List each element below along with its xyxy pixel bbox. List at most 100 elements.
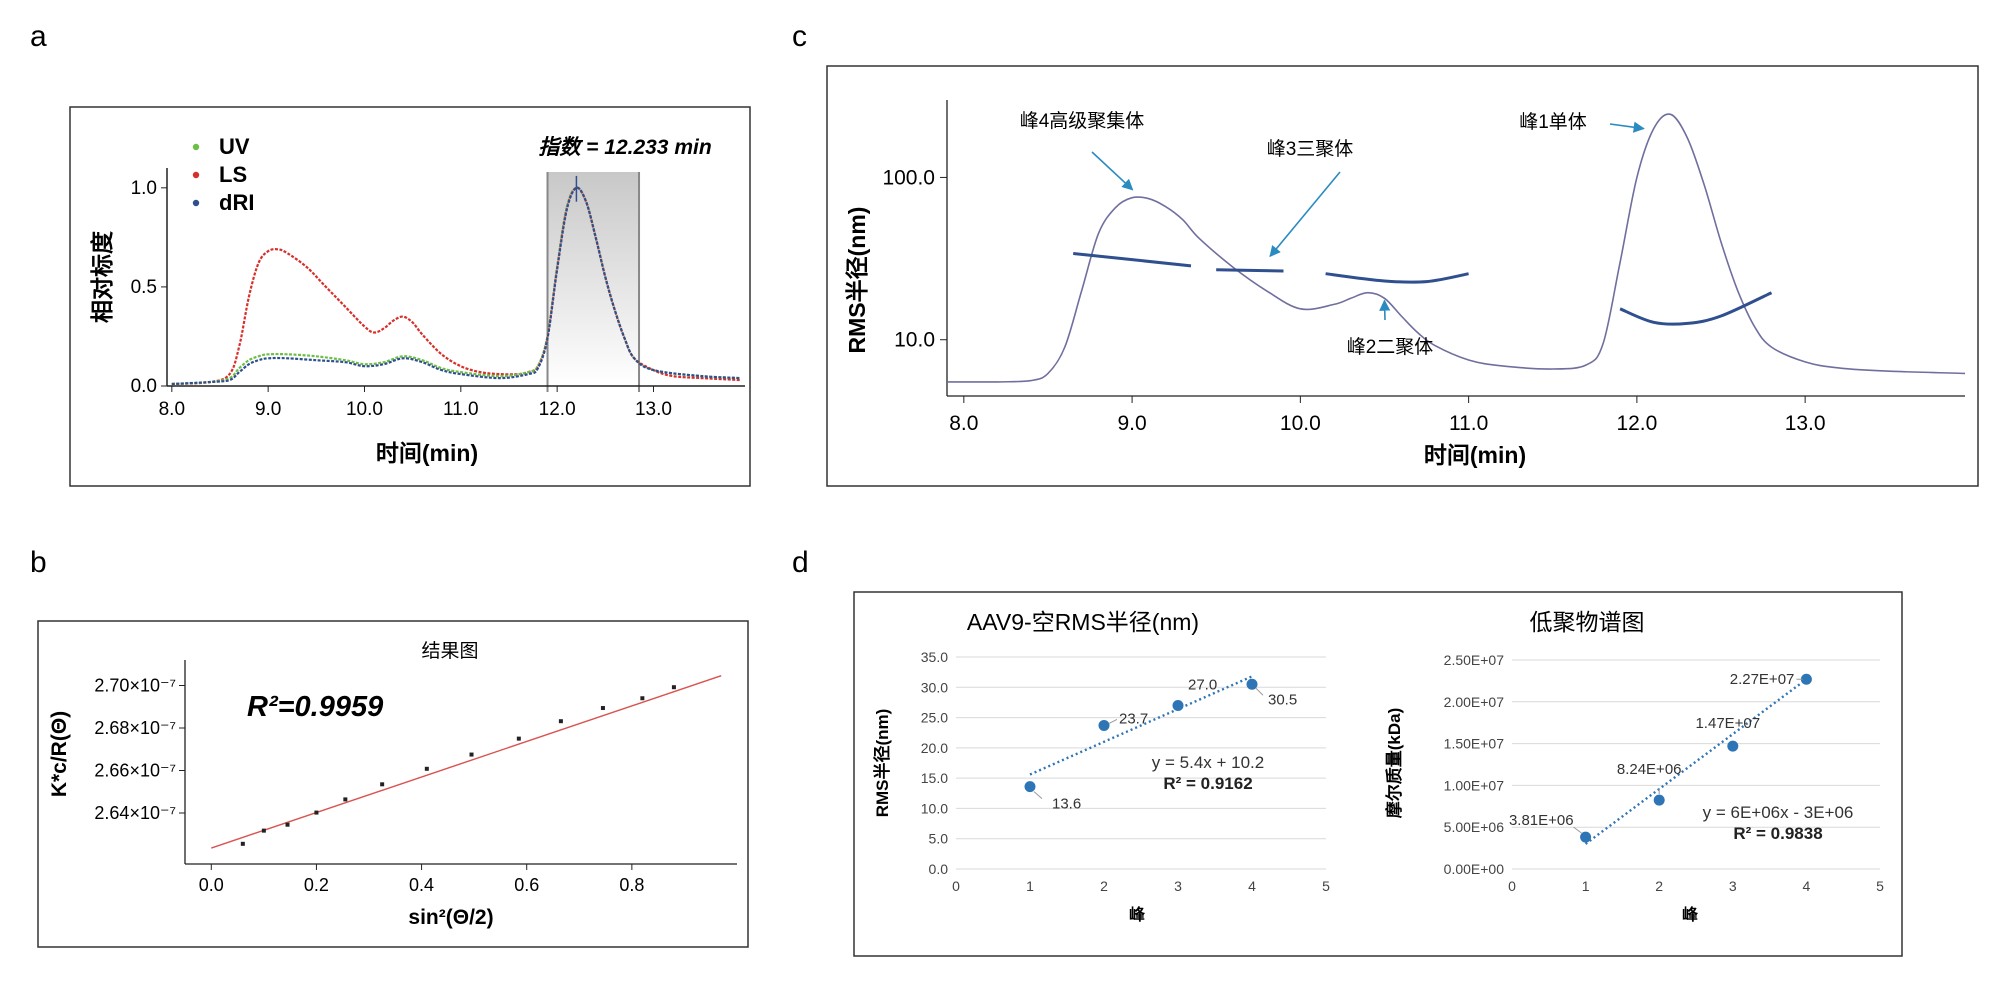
x-tick-label: 2 bbox=[1655, 878, 1663, 894]
x-tick-label: 5 bbox=[1876, 878, 1884, 894]
peak-arrow bbox=[1609, 121, 1645, 133]
data-point bbox=[600, 706, 605, 711]
y-axis-label-d2: 摩尔质量(kDa) bbox=[1384, 708, 1404, 819]
peak-label: 峰4高级聚集体 bbox=[1020, 110, 1145, 132]
y-tick-label: 25.0 bbox=[921, 710, 948, 726]
y-tick-label: 15.0 bbox=[921, 770, 948, 786]
data-point bbox=[1024, 781, 1036, 793]
y-axis-label-a: 相对标度 bbox=[89, 230, 115, 323]
data-label: 30.5 bbox=[1268, 691, 1297, 708]
chart-a: 8.0 9.0 10.0 11.0 12.0 13.00.00.51.0 UVLSdRI … bbox=[89, 134, 745, 466]
data-label: 2.27E+07 bbox=[1730, 671, 1795, 688]
data-point bbox=[558, 719, 563, 724]
legend-label-dri: dRI bbox=[219, 190, 254, 215]
x-tick-label-b: 0.0 bbox=[199, 875, 224, 895]
x-tick-label: 0 bbox=[1508, 878, 1516, 894]
trendline bbox=[1584, 678, 1808, 845]
x-tick-label-a: 13.0 bbox=[635, 399, 672, 420]
trendline bbox=[1029, 675, 1253, 776]
x-tick-label: 3 bbox=[1174, 878, 1182, 894]
highlight-band bbox=[547, 172, 640, 386]
x-tick-label-c: 12.0 bbox=[1616, 412, 1657, 435]
x-tick-label-a: 11.0 bbox=[443, 399, 479, 420]
legend-a: UV LS dRI bbox=[192, 134, 254, 215]
rms-radius-segment bbox=[1073, 252, 1192, 268]
panel-a-frame bbox=[69, 106, 751, 487]
x-axis-label-c: 时间(min) bbox=[1424, 442, 1526, 468]
data-label: 1.47E+07 bbox=[1695, 715, 1760, 732]
y-tick-label: 1.50E+07 bbox=[1444, 736, 1505, 752]
x-tick-label: 0 bbox=[952, 878, 960, 894]
legend-marker-ls bbox=[192, 171, 200, 179]
y-tick-label: 5.00E+06 bbox=[1444, 819, 1505, 835]
peak-label: 峰2二聚体 bbox=[1347, 336, 1434, 358]
data-point bbox=[1098, 719, 1110, 731]
label-leader bbox=[1255, 687, 1264, 696]
y-tick-label-c: 100.0 bbox=[882, 166, 935, 189]
elution-trace-line bbox=[946, 113, 1966, 383]
rms-radius-segment bbox=[1216, 268, 1284, 273]
rms-radius-segment bbox=[1619, 291, 1773, 326]
data-point bbox=[640, 696, 645, 701]
panel-letter-d: d bbox=[792, 546, 809, 579]
x-axis-label-b: sin²(Θ/2) bbox=[408, 906, 493, 929]
highlight-region bbox=[546, 172, 641, 392]
data-point bbox=[1727, 740, 1739, 752]
chart-b: 结果图 R²=0.9959 0.0 0.2 0.4 0.6 0.8 2.64×10⁻⁷ 2.… bbox=[48, 640, 737, 929]
y-tick-label-b: 2.64×10⁻⁷ bbox=[94, 803, 176, 823]
data-point bbox=[516, 736, 521, 741]
label-leader bbox=[1108, 718, 1118, 724]
series-dri-line bbox=[171, 186, 741, 386]
r2-annotation: R²=0.9959 bbox=[247, 691, 383, 723]
y-tick-label: 20.0 bbox=[921, 740, 948, 756]
data-point bbox=[1580, 831, 1592, 843]
x-tick-label-c: 10.0 bbox=[1280, 412, 1321, 435]
peak-arrow bbox=[1091, 151, 1134, 191]
legend-marker-uv bbox=[192, 143, 200, 151]
y-tick-label-b: 2.68×10⁻⁷ bbox=[94, 718, 176, 738]
y-tick-label-a: 1.0 bbox=[131, 178, 157, 199]
chart-d-rms: AAV9-空RMS半径(nm) 0.05.010.015.020.025.030… bbox=[872, 609, 1330, 924]
panel-letter-c: c bbox=[792, 20, 807, 53]
y-tick-label-a: 0.0 bbox=[131, 376, 157, 397]
y-axis-label-d1: RMS半径(nm) bbox=[872, 709, 892, 818]
chart-a-axes: 8.0 9.0 10.0 11.0 12.0 13.0 0.0 0.5 1.0 bbox=[131, 168, 745, 420]
chart-d-rms-title: AAV9-空RMS半径(nm) bbox=[967, 609, 1199, 635]
data-point bbox=[469, 752, 474, 757]
panel-letter-a: a bbox=[30, 20, 47, 53]
peak-arrow bbox=[1379, 299, 1391, 321]
y-tick-label: 35.0 bbox=[921, 649, 948, 665]
x-tick-label-c: 11.0 bbox=[1449, 412, 1488, 435]
x-tick-label: 2 bbox=[1100, 878, 1108, 894]
y-axis-label-c: RMS半径(nm) bbox=[844, 207, 870, 354]
x-tick-label-b: 0.6 bbox=[514, 875, 539, 895]
data-point bbox=[671, 685, 676, 690]
chart-b-axes: 0.0 0.2 0.4 0.6 0.8 2.64×10⁻⁷ 2.66×10⁻⁷ 2.68×10… bbox=[94, 660, 737, 895]
y-tick-label: 10.0 bbox=[921, 800, 948, 816]
x-tick-label-b: 0.2 bbox=[304, 875, 329, 895]
data-point bbox=[1246, 678, 1258, 690]
y-tick-label-c: 10.0 bbox=[894, 329, 935, 352]
data-label: 23.7 bbox=[1119, 710, 1148, 727]
x-tick-label-c: 13.0 bbox=[1785, 412, 1826, 435]
index-annotation: 指数 = 12.233 min bbox=[538, 135, 711, 159]
x-tick-label: 1 bbox=[1026, 878, 1034, 894]
y-tick-label-b: 2.70×10⁻⁷ bbox=[94, 676, 176, 696]
data-point bbox=[1800, 673, 1812, 685]
data-label: 13.6 bbox=[1052, 796, 1081, 813]
label-leader bbox=[1033, 791, 1043, 799]
data-point bbox=[1653, 794, 1665, 806]
y-tick-label: 0.0 bbox=[929, 861, 949, 877]
y-axis-label-b: K*c/R(Θ) bbox=[48, 711, 71, 797]
x-tick-label-a: 8.0 bbox=[159, 399, 185, 420]
legend-marker-dri bbox=[192, 199, 200, 207]
label-leader bbox=[1573, 826, 1582, 834]
data-point bbox=[314, 810, 319, 815]
data-point bbox=[285, 822, 290, 827]
y-tick-label-b: 2.66×10⁻⁷ bbox=[94, 761, 176, 781]
data-point bbox=[343, 797, 348, 802]
peak-label: 峰3三聚体 bbox=[1267, 138, 1354, 160]
y-tick-label-a: 0.5 bbox=[131, 277, 157, 298]
